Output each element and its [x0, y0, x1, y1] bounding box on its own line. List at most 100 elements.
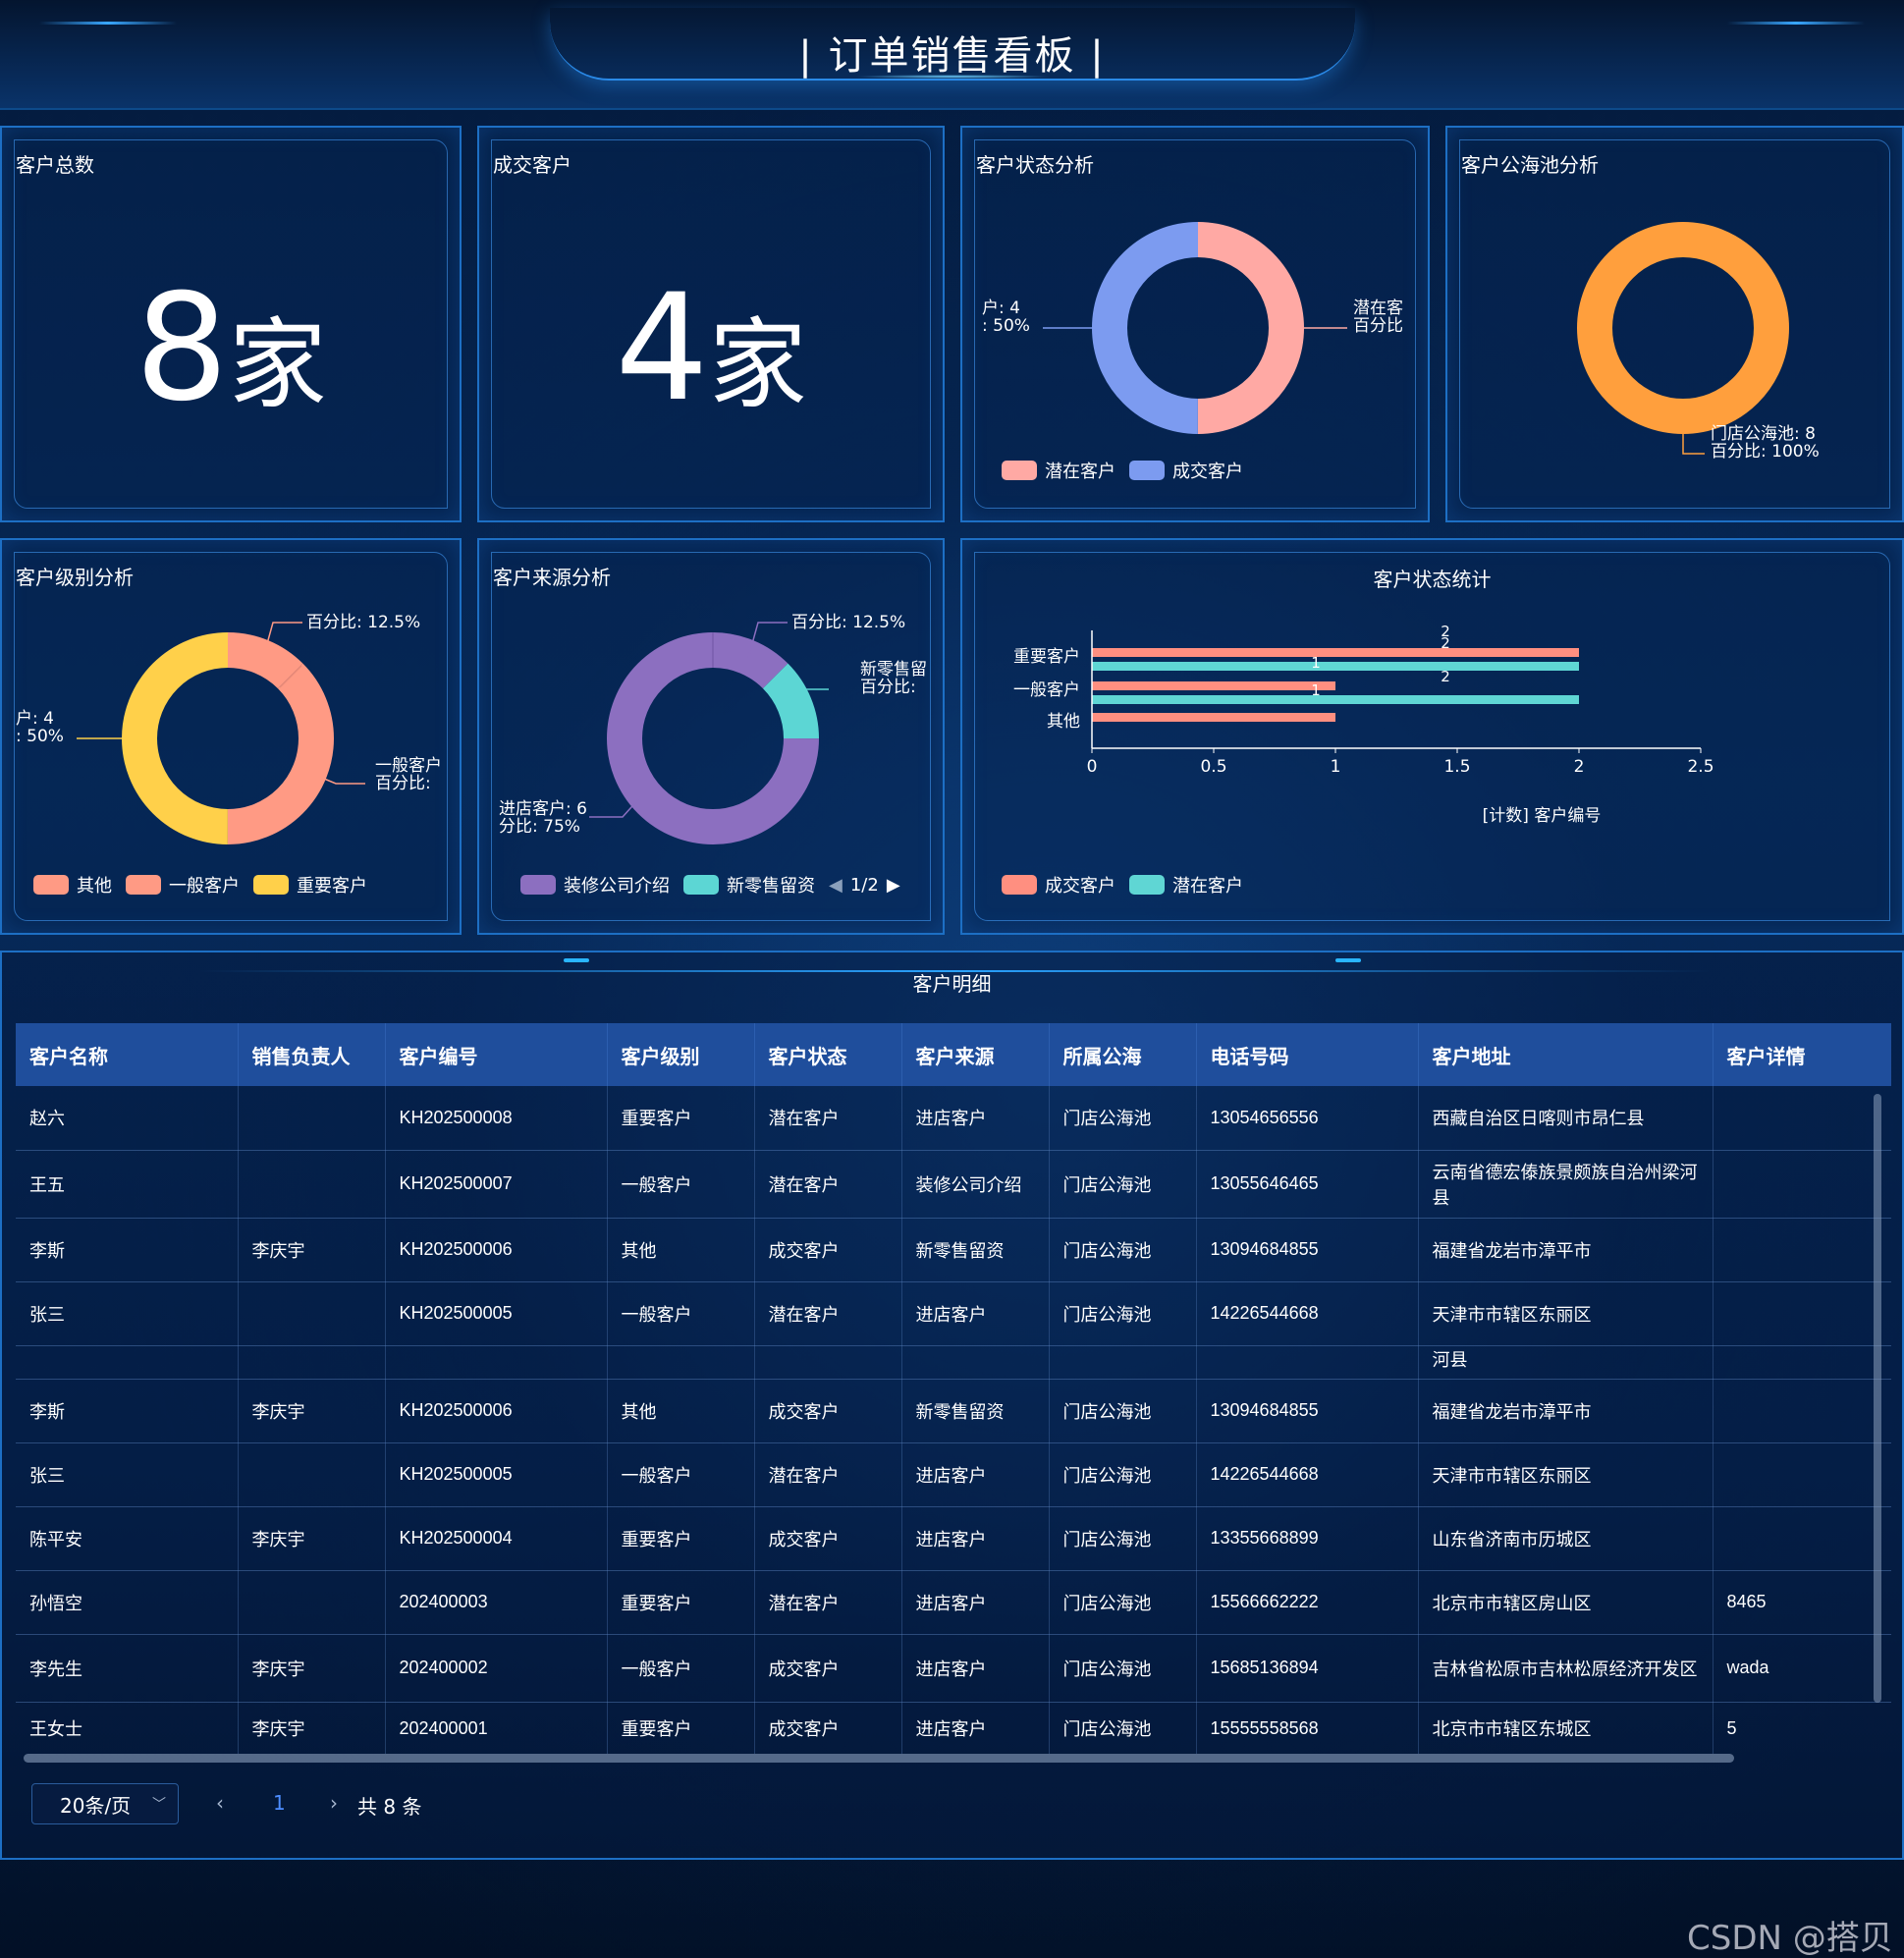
- legend-item-other[interactable]: 其他: [33, 872, 112, 897]
- table-cell: [1713, 1379, 1891, 1443]
- table-cell: 成交客户: [754, 1379, 902, 1443]
- table-cell: 一般客户: [607, 1281, 755, 1346]
- legend-item-potential[interactable]: 潜在客户: [1002, 458, 1115, 483]
- table-cell: [1713, 1281, 1891, 1346]
- card-title: 客户公海池分析: [1461, 153, 1599, 177]
- table-cell: KH202500004: [385, 1506, 608, 1571]
- table-cell: 门店公海池: [1049, 1506, 1197, 1571]
- table-cell: [16, 1345, 239, 1380]
- chevron-down-icon: ﹀: [152, 1797, 166, 1813]
- table-row[interactable]: 王五 KH202500007 一般客户 潜在客户 装修公司介绍 门店公海池 13055646…: [16, 1150, 1891, 1219]
- pool-leader: [1682, 434, 1705, 455]
- table-cell: KH202500008: [385, 1086, 608, 1151]
- table-cell: 一般客户: [607, 1634, 755, 1703]
- table-cell: 13355668899: [1196, 1506, 1419, 1571]
- table-cell: 河县: [1418, 1345, 1714, 1380]
- source-leader-bottom: [589, 796, 641, 818]
- table-row[interactable]: 李斯 李庆宇 KH202500006 其他 成交客户 新零售留资 门店公海池 13094684…: [16, 1379, 1891, 1443]
- table-cell: 潜在客户: [754, 1281, 902, 1346]
- table-row[interactable]: 张三 KH202500005 一般客户 潜在客户 进店客户 门店公海池 1422654466…: [16, 1281, 1891, 1346]
- table-cell: 成交客户: [754, 1702, 902, 1754]
- table-cell: [238, 1570, 386, 1635]
- y-tick-label: 一般客户: [1013, 680, 1080, 700]
- table-row[interactable]: 河县: [16, 1345, 1891, 1380]
- table-cell: wada: [1713, 1634, 1891, 1703]
- table-cell: 15566662222: [1196, 1570, 1419, 1635]
- table-row[interactable]: 孙悟空 202400003 重要客户 潜在客户 进店客户 门店公海池 15566662222…: [16, 1570, 1891, 1635]
- legend-item-potential[interactable]: 潜在客户: [1129, 872, 1243, 897]
- table-cell: 进店客户: [901, 1442, 1050, 1507]
- legend-swatch: [683, 875, 719, 895]
- table-cell: 重要客户: [607, 1506, 755, 1571]
- legend-item-important[interactable]: 重要客户: [253, 872, 367, 897]
- vertical-scrollbar[interactable]: [1874, 1094, 1881, 1703]
- table-cell: 13055646465: [1196, 1150, 1419, 1219]
- legend-prev-icon[interactable]: ◀: [829, 874, 843, 896]
- table-cell: 门店公海池: [1049, 1702, 1197, 1754]
- source-leader-top: [747, 622, 788, 659]
- header-decoration-left: [39, 22, 177, 25]
- table-cell: 李先生: [16, 1634, 239, 1703]
- table-row[interactable]: 张三 KH202500005 一般客户 潜在客户 进店客户 门店公海池 1422654466…: [16, 1442, 1891, 1507]
- horizontal-scrollbar[interactable]: [24, 1754, 1734, 1763]
- legend-label: 重要客户: [297, 876, 367, 897]
- table-row[interactable]: 李先生 李庆宇 202400002 一般客户 成交客户 进店客户 门店公海池 15685136…: [16, 1634, 1891, 1703]
- source-leader-right: [785, 688, 829, 698]
- total-count: 共 8 条: [357, 1795, 422, 1819]
- table-cell: 李庆宇: [238, 1379, 386, 1443]
- legend-item-retail[interactable]: 新零售留资: [683, 872, 815, 897]
- big-number: 4家: [479, 275, 943, 422]
- x-tick-label: 0.5: [1200, 757, 1226, 777]
- table-cell: 山东省济南市历城区: [1418, 1506, 1714, 1571]
- table-row[interactable]: 李斯 李庆宇 KH202500006 其他 成交客户 新零售留资 门店公海池 13094684…: [16, 1218, 1891, 1282]
- source-donut-chart: [589, 622, 829, 844]
- table-cell: 门店公海池: [1049, 1281, 1197, 1346]
- table-cell: 潜在客户: [754, 1570, 902, 1635]
- page-title: | 订单销售看板 |: [798, 33, 1106, 79]
- table-row[interactable]: 赵六 KH202500008 重要客户 潜在客户 进店客户 门店公海池 1305465655…: [16, 1086, 1891, 1151]
- level-legend: 其他 一般客户 重要客户: [33, 872, 367, 897]
- x-tick-label: 1: [1331, 757, 1341, 777]
- table-cell: 成交客户: [754, 1218, 902, 1282]
- next-page-icon[interactable]: ›: [330, 1791, 338, 1815]
- legend-item-decor[interactable]: 装修公司介绍: [520, 872, 670, 897]
- y-tick-label: 重要客户: [1013, 647, 1080, 667]
- column-header: 客户级别: [607, 1023, 755, 1086]
- table-cell: 新零售留资: [901, 1379, 1050, 1443]
- table-cell: 门店公海池: [1049, 1634, 1197, 1703]
- page-number-current[interactable]: 1: [273, 1791, 286, 1815]
- table-cell: 14226544668: [1196, 1442, 1419, 1507]
- legend-pager: ◀ 1/2 ▶: [829, 875, 900, 896]
- level-leader-top: [262, 622, 302, 659]
- detail-header-marker-left: [564, 958, 589, 962]
- table-row[interactable]: 陈平安 李庆宇 KH202500004 重要客户 成交客户 进店客户 门店公海池 133556…: [16, 1506, 1891, 1571]
- pool-analysis-card: 客户公海池分析 门店公海池: 8 百分比: 100%: [1445, 126, 1904, 522]
- closed-customers-card: 成交客户 4家: [477, 126, 945, 522]
- legend-next-icon[interactable]: ▶: [886, 874, 900, 896]
- table-cell: KH202500005: [385, 1442, 608, 1507]
- y-tick-label: 其他: [1047, 712, 1080, 732]
- table-row[interactable]: 王女士 李庆宇 202400001 重要客户 成交客户 进店客户 门店公海池 15555558…: [16, 1702, 1891, 1754]
- table-cell: 进店客户: [901, 1086, 1050, 1151]
- table-cell: 陈平安: [16, 1506, 239, 1571]
- legend-item-general[interactable]: 一般客户: [126, 872, 240, 897]
- table-cell: [1713, 1506, 1891, 1571]
- table-cell: 李斯: [16, 1379, 239, 1443]
- page-size-select[interactable]: 20条/页 ﹀: [31, 1783, 179, 1824]
- prev-page-icon[interactable]: ‹: [216, 1791, 224, 1815]
- data-label: 1: [1311, 681, 1321, 699]
- table-cell: KH202500007: [385, 1150, 608, 1219]
- level-leader-right: [311, 773, 365, 785]
- table-cell: [901, 1345, 1050, 1380]
- legend-page-indicator: 1/2: [849, 874, 879, 896]
- table-cell: KH202500006: [385, 1379, 608, 1443]
- table-cell: 进店客户: [901, 1634, 1050, 1703]
- table-cell: [238, 1345, 386, 1380]
- legend-item-closed[interactable]: 成交客户: [1129, 458, 1243, 483]
- legend-label: 成交客户: [1045, 876, 1115, 897]
- source-analysis-card: 客户来源分析 百分比: 12.5% 新零售留 百分比: 进店客户: 6 分比: …: [477, 538, 945, 935]
- table-cell: 15685136894: [1196, 1634, 1419, 1703]
- legend-item-closed[interactable]: 成交客户: [1002, 872, 1115, 897]
- table-cell: 李庆宇: [238, 1634, 386, 1703]
- table-cell: 一般客户: [607, 1442, 755, 1507]
